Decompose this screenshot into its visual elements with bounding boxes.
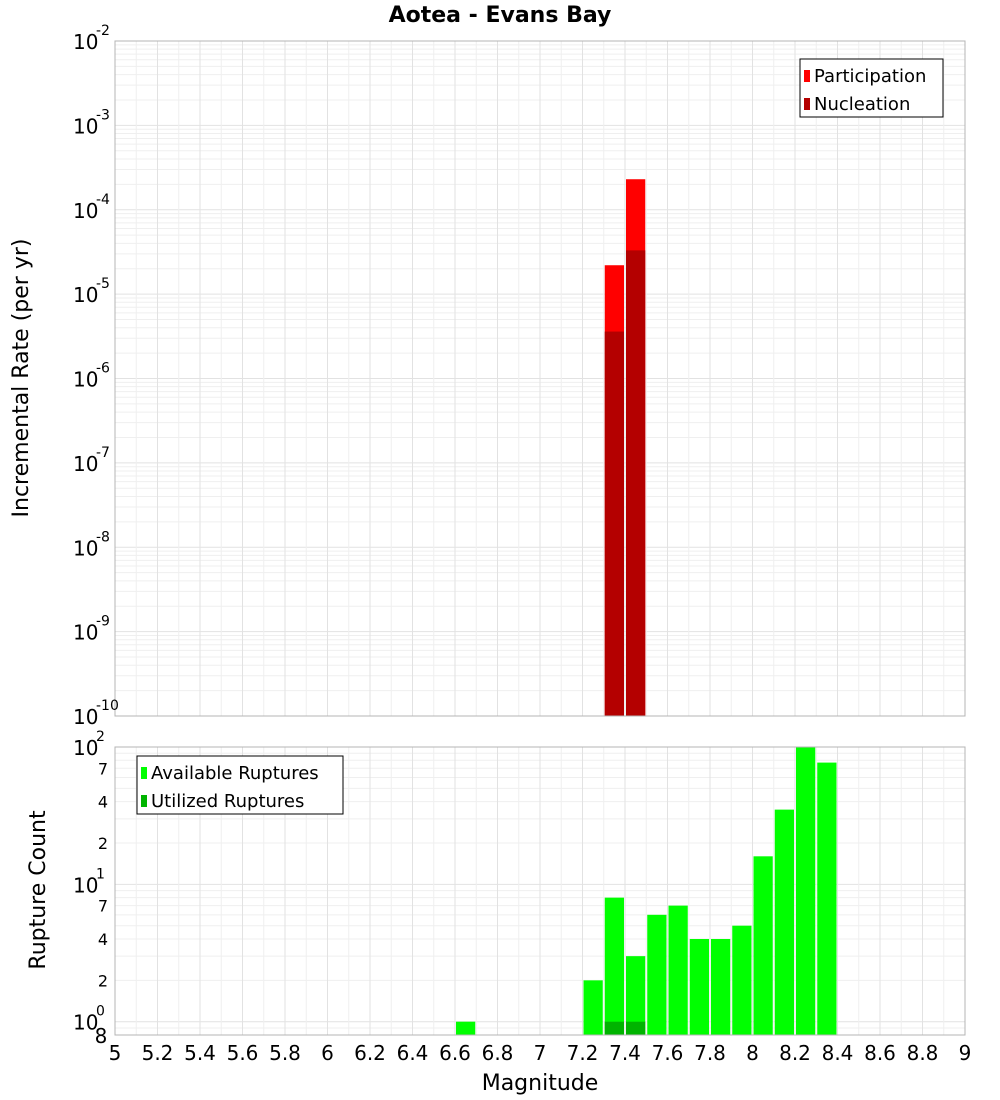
legend-swatch [141,767,147,779]
count-legend [136,755,344,815]
available-ruptures-bar [711,939,731,1035]
x-tick-label: 7.6 [652,1041,684,1065]
rate-plot-frame [114,40,966,717]
nucleation-bar [604,331,624,716]
x-tick-label: 5.4 [184,1041,216,1065]
available-ruptures-bar [583,980,603,1035]
y-tick-exponent: -3 [96,107,110,123]
count-plot-frame [114,746,966,1036]
y-tick-exponent: -2 [96,23,110,39]
available-ruptures-bar [732,925,752,1035]
y-minor-tick-label: 2 [98,971,108,990]
y-tick-label: 10 [73,1011,98,1035]
y-tick-label: 10 [73,452,98,476]
x-tick-label: 7.2 [567,1041,599,1065]
y-tick-label: 10 [73,283,98,307]
x-axis-title: Magnitude [482,1071,599,1096]
x-tick-label: 8.2 [779,1041,811,1065]
available-ruptures-bar [604,897,624,1035]
available-ruptures-bar [456,1021,476,1035]
y-tick-label: 10 [73,114,98,138]
y-tick-label: 10 [73,536,98,560]
y-minor-tick-label: 7 [98,759,108,778]
rate-y-axis-title: Incremental Rate (per yr) [9,239,34,518]
y-tick-exponent: -8 [96,529,110,545]
x-tick-label: 6.8 [482,1041,514,1065]
x-tick-label: 8.8 [907,1041,939,1065]
available-ruptures-bar [817,762,837,1035]
x-tick-label: 6.4 [397,1041,429,1065]
x-tick-label: 5.6 [227,1041,259,1065]
x-tick-label: 6.6 [439,1041,471,1065]
x-tick-label: 7.8 [694,1041,726,1065]
legend-swatch [804,70,810,82]
y-minor-tick-label: 7 [98,897,108,916]
x-tick-label: 9 [959,1041,972,1065]
count-y-axis-title: Rupture Count [26,810,51,970]
legend-label: Participation [814,66,926,87]
y-minor-tick-label: 4 [98,793,108,812]
x-tick-label: 5.2 [142,1041,174,1065]
y-tick-exponent: -5 [96,276,110,292]
rate-legend [799,58,944,118]
y-tick-exponent: -9 [96,614,110,630]
nucleation-bar [626,250,646,717]
x-tick-label: 6.2 [354,1041,386,1065]
y-tick-label: 10 [73,705,98,729]
y-tick-label: 10 [73,736,98,760]
x-tick-label: 7.4 [609,1041,641,1065]
legend-label: Utilized Ruptures [151,791,304,812]
x-tick-label: 6 [321,1041,334,1065]
legend-swatch [141,795,147,807]
y-tick-label: 10 [73,873,98,897]
y-tick-label: 10 [73,368,98,392]
x-tick-label: 8.4 [822,1041,854,1065]
rate-panel: 10-210-310-410-510-610-710-810-910-10Par… [73,23,966,729]
y-tick-exponent: -10 [96,698,119,714]
utilized-ruptures-bar [626,1021,646,1035]
y-tick-exponent: -6 [96,361,110,377]
x-tick-label: 8.6 [864,1041,896,1065]
y-tick-exponent: -4 [96,192,110,208]
y-tick-exponent: 0 [96,1004,105,1020]
utilized-ruptures-bar [604,1021,624,1035]
available-ruptures-bar [668,905,688,1035]
legend-label: Available Ruptures [151,763,319,784]
available-ruptures-bar [689,939,709,1035]
y-tick-exponent: 1 [96,866,105,882]
available-ruptures-bar [774,809,794,1035]
x-tick-label: 5.8 [269,1041,301,1065]
y-tick-label: 10 [73,199,98,223]
y-tick-exponent: -7 [96,445,110,461]
y-tick-label: 10 [73,30,98,54]
chart-title: Aotea - Evans Bay [389,3,612,28]
y-minor-tick-label: 2 [98,834,108,853]
x-tick-label: 8 [746,1041,759,1065]
available-ruptures-bar [647,914,667,1035]
legend-label: Nucleation [814,94,910,115]
available-ruptures-bar [626,956,646,1035]
y-tick-label: 10 [73,621,98,645]
available-ruptures-bar [796,747,816,1035]
x-tick-label: 5 [109,1041,122,1065]
y-tick-exponent: 2 [96,729,105,745]
available-ruptures-bar [753,856,773,1035]
x-tick-label: 7 [534,1041,547,1065]
y-minor-tick-label: 8 [95,1024,108,1048]
legend-swatch [804,98,810,110]
y-minor-tick-label: 4 [98,930,108,949]
